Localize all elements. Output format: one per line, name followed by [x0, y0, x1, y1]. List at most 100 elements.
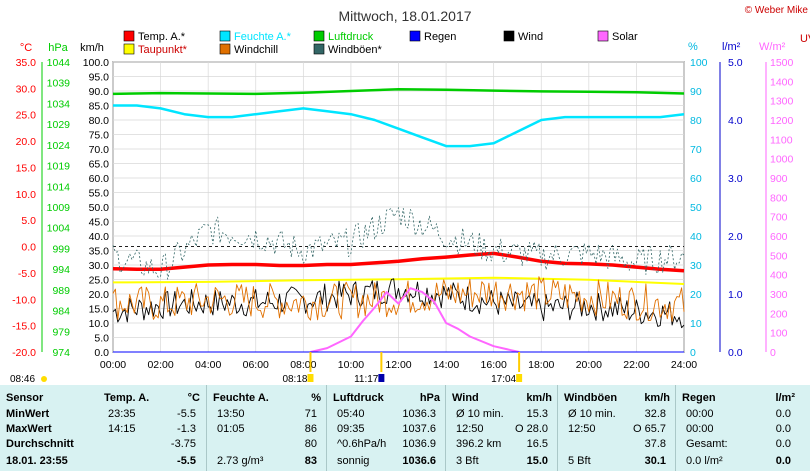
hum-tick-4: 60	[690, 173, 702, 185]
series-line-wind	[112, 278, 685, 329]
legend-label-8: Windböen*	[328, 44, 383, 56]
cell-value: O 28.0	[514, 423, 548, 435]
cell-value: 0.0	[775, 455, 791, 467]
solar-tick-0: 1500	[770, 57, 794, 69]
col-sensor: Sensor MinWert MaxWert Durchschnitt 18.0…	[0, 385, 97, 471]
solar-axis-unit: W/m²	[759, 41, 786, 53]
col-unit: km/h	[526, 392, 552, 404]
series-line-feuchte-a	[113, 104, 685, 148]
rain-tick-4: 1.0	[728, 289, 743, 301]
x-tick-2: 04:00	[195, 359, 221, 371]
x-tick-1: 02:00	[147, 359, 173, 371]
col-header: Luftdruck	[333, 392, 384, 404]
col-header: Feuchte A.	[213, 392, 269, 404]
x-tick-4: 08:00	[290, 359, 316, 371]
hum-tick-10: 0	[690, 347, 696, 359]
hum-tick-0: 100	[690, 57, 708, 69]
col-luftdruck: Luftdruck hPa 05:40 1036.3 09:35 1037.6 ^0.6hP…	[326, 385, 446, 471]
cell-value: 30.1	[644, 455, 666, 467]
hum-tick-8: 20	[690, 289, 702, 301]
legend-label-4: Wind	[518, 31, 543, 43]
cell-value: -1.3	[177, 423, 196, 435]
hum-tick-6: 40	[690, 231, 702, 243]
col-header: Regen	[682, 392, 716, 404]
series-line-solar	[310, 287, 520, 353]
legend-swatch-8	[313, 43, 325, 55]
row-label-min: MinWert	[6, 408, 50, 420]
wind-tick-18: 10.0	[89, 318, 110, 330]
row-label-max: MaxWert	[6, 423, 52, 435]
uv-axis-unit: UV	[800, 33, 810, 45]
sensor-header: Sensor	[6, 392, 44, 404]
cell-value: -3.75	[170, 438, 196, 450]
cell-label: Ø 10 min.	[568, 408, 616, 420]
chart-title: Mittwoch, 18.01.2017	[338, 8, 471, 24]
cell-label: Ø 10 min.	[456, 408, 504, 420]
hum-tick-1: 90	[690, 86, 702, 98]
legend-swatch-2	[313, 30, 325, 42]
cell-label: 14:15	[108, 423, 136, 435]
x-tick-5: 10:00	[338, 359, 364, 371]
wind-tick-5: 75.0	[89, 130, 110, 142]
press-tick-3: 1029	[47, 119, 71, 131]
cell-label: ^0.6hPa/h	[337, 438, 387, 450]
wind-axis-unit: km/h	[80, 42, 104, 54]
solar-tick-9: 600	[770, 231, 788, 243]
series-line-temp-a	[112, 251, 685, 273]
legend-label-7: Windchill	[234, 44, 278, 56]
wind-tick-13: 35.0	[89, 246, 110, 258]
cell-value: 1036.6	[402, 455, 436, 467]
cell-value: 0.0	[775, 408, 791, 420]
col-unit: hPa	[419, 392, 440, 404]
temp-axis-unit: °C	[20, 42, 32, 54]
cell-label: 0.0 l/m²	[686, 455, 723, 467]
solar-tick-10: 500	[770, 250, 788, 262]
legend-label-1: Feuchte A.*	[234, 31, 292, 43]
press-tick-10: 994	[52, 264, 70, 276]
cell-label: 12:50	[568, 423, 596, 435]
col-unit: km/h	[644, 392, 670, 404]
hum-tick-9: 10	[690, 318, 702, 330]
legend-swatch-1	[219, 30, 231, 42]
legend-label-5: Solar	[612, 31, 638, 43]
x-tick-6: 12:00	[385, 359, 411, 371]
cell-label: 00:00	[686, 408, 714, 420]
wind-tick-8: 60.0	[89, 173, 110, 185]
cell-label: 2.73 g/m³	[217, 455, 264, 467]
wind-tick-20: 0.0	[94, 347, 109, 359]
cell-value: 71	[304, 408, 317, 420]
rain-tick-2: 3.0	[728, 173, 743, 185]
col-header: Wind	[452, 392, 479, 404]
solar-tick-4: 1100	[770, 134, 793, 146]
row-label-avg: Durchschnitt	[6, 438, 74, 450]
wind-tick-10: 50.0	[89, 202, 110, 214]
wind-tick-0: 100.0	[83, 57, 109, 69]
weather-chart: Mittwoch, 18.01.2017 © Weber Mike Temp. A.…	[10, 5, 810, 385]
hum-axis-unit: %	[688, 41, 698, 53]
wind-tick-15: 25.0	[89, 275, 110, 287]
solar-tick-15: 0	[770, 347, 776, 359]
sun-marker-icon-1	[307, 374, 314, 382]
cell-value: 86	[304, 423, 317, 435]
sunrise-time-label: 08:46	[10, 374, 35, 385]
row-label-current: 18.01. 23:55	[6, 455, 68, 467]
legend-swatch-0	[123, 30, 135, 42]
cell-label: 01:05	[217, 423, 245, 435]
x-tick-8: 16:00	[481, 359, 507, 371]
cell-label: 23:35	[108, 408, 136, 420]
wind-tick-9: 55.0	[89, 188, 110, 200]
temp-tick-9: -10.0	[12, 294, 36, 306]
sun-marker-label-2: 11:17	[354, 374, 379, 385]
press-tick-9: 999	[52, 243, 70, 255]
cell-value: -5.5	[177, 455, 196, 467]
wind-tick-2: 90.0	[89, 86, 110, 98]
x-tick-9: 18:00	[528, 359, 554, 371]
press-axis-unit: hPa	[48, 42, 68, 54]
temp-tick-7: 0.0	[21, 242, 36, 254]
col-unit: °C	[187, 392, 200, 404]
wind-tick-11: 45.0	[89, 217, 110, 229]
col-regen: Regen l/m² 00:00 0.0 00:00 0.0 Gesamt: 0.0 0.0 l…	[675, 385, 801, 471]
legend-swatch-4	[503, 30, 515, 42]
col-wind: Wind km/h Ø 10 min. 15.3 12:50 O 28.0 396.2 km…	[445, 385, 558, 471]
wind-tick-1: 95.0	[89, 72, 110, 84]
